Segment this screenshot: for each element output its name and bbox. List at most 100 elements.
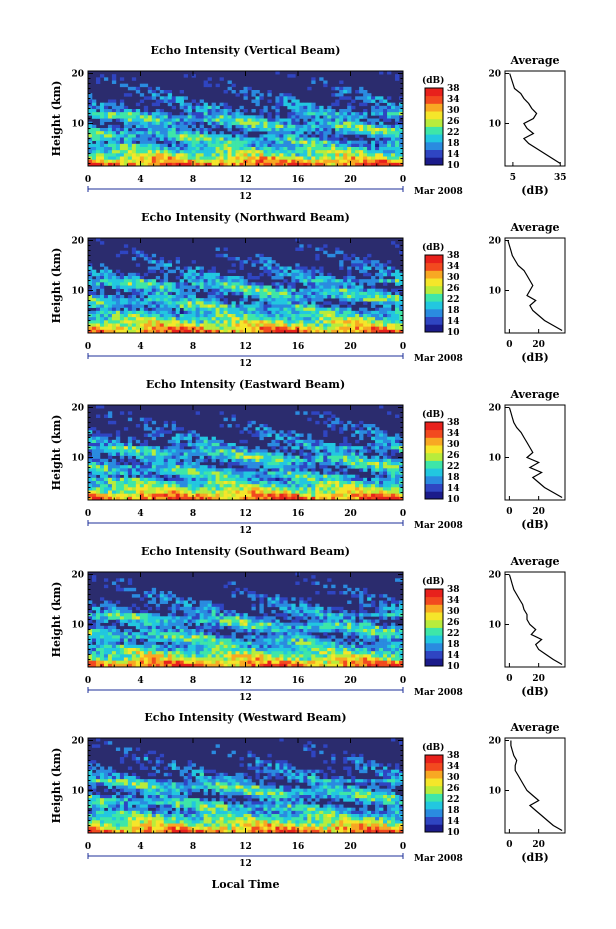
heatmap-cell [139,291,145,296]
heatmap-cell [115,276,121,280]
heatmap-cell [263,449,268,453]
heatmap-cell [115,329,121,334]
heatmap-cell [267,263,272,267]
heatmap-cell [171,147,177,151]
heatmap-cell [135,86,141,91]
heatmap-cell [387,159,392,164]
heatmap-cell [391,150,396,154]
heatmap-cell [379,301,384,305]
heatmap-cell [363,156,368,160]
heatmap-cell [139,282,145,286]
heatmap-cell [327,417,332,422]
heatmap-cell [159,134,165,138]
heatmap-cell [275,143,280,148]
heatmap-cell [279,93,284,97]
heatmap-cell [267,433,272,437]
colorbar-tick-label: 18 [447,473,460,483]
heatmap-cell [303,279,308,283]
heatmap-cell [187,279,192,283]
heatmap-cell [143,458,149,463]
heatmap-cell [299,317,304,321]
heatmap-cell [99,279,105,283]
heatmap-cell [251,465,256,469]
heatmap-cell [331,156,336,160]
heatmap-cell [387,458,392,463]
heatmap-cell [147,320,153,324]
heatmap-cell [283,465,288,469]
heatmap-cell [383,430,388,434]
heatmap-cell [383,436,388,441]
heatmap-cell [207,137,212,141]
heatmap-cell [155,150,161,154]
heatmap-cell [319,465,324,469]
heatmap-cell [251,591,256,595]
heatmap-cell [327,317,332,321]
heatmap-cell [155,490,161,494]
heatmap-cell [347,121,352,126]
heatmap-cell [287,452,292,456]
heatmap-cell [247,326,252,331]
heatmap-cell [303,487,308,491]
heatmap-cell [171,134,177,138]
heatmap-cell [139,496,145,501]
heatmap-cell [383,304,388,308]
heatmap-cell [275,452,280,456]
heatmap-cell [147,282,153,286]
heatmap-cell [215,291,220,296]
heatmap-cell [367,314,372,318]
heatmap-cell [283,439,288,444]
heatmap-cell [175,323,181,327]
heatmap-cell [227,269,232,274]
heatmap-cell [315,153,320,157]
heatmap-cell [199,153,204,157]
heatmap-cell [159,137,165,141]
heatmap-cell [203,83,208,88]
heatmap-cell [111,581,117,585]
heatmap-cell [323,153,328,157]
heatmap-cell [371,436,376,441]
heatmap-cell [291,112,296,116]
heatmap-cell [283,140,288,145]
heatmap-cell [175,484,181,488]
heatmap-cell [391,314,396,318]
heatmap-cell [243,124,248,129]
heatmap-cell [143,147,149,151]
heatmap-cell [271,320,276,324]
heatmap-cell [251,317,256,321]
heatmap-cell [339,591,344,595]
heatmap-cell [215,493,220,498]
heatmap-cell [283,326,288,331]
heatmap-cell [131,304,137,308]
heatmap-cell [259,162,264,167]
heatmap-cell [279,102,284,107]
heatmap-cell [207,317,212,321]
heatmap-cell [147,86,153,91]
heatmap-cell [139,417,145,422]
heatmap-cell [299,304,304,308]
heatmap-cell [88,140,93,145]
heatmap-cell [215,83,220,88]
heatmap-cell [107,147,113,151]
heatmap-cell [335,307,340,312]
heatmap-cell [387,266,392,270]
heatmap-cell [195,266,200,270]
heatmap-cell [115,105,121,110]
heatmap-cell [303,323,308,327]
heatmap-cell [391,323,396,327]
heatmap-cell [363,484,368,488]
heatmap-cell [399,140,404,145]
heatmap-cell [167,481,173,485]
heatmap-cell [143,490,149,494]
heatmap-cell [203,320,208,324]
heatmap-cell [207,276,212,280]
heatmap-cell [359,285,364,289]
heatmap-cell [123,487,129,491]
heatmap-cell [223,320,228,324]
colorbar-frame [424,421,444,500]
heatmap-cell [151,446,157,450]
heatmap-cell [279,288,284,293]
heatmap-cell [119,105,125,110]
heatmap-cell [151,455,157,460]
heatmap-cell [383,115,388,119]
heatmap-cell [227,137,232,141]
